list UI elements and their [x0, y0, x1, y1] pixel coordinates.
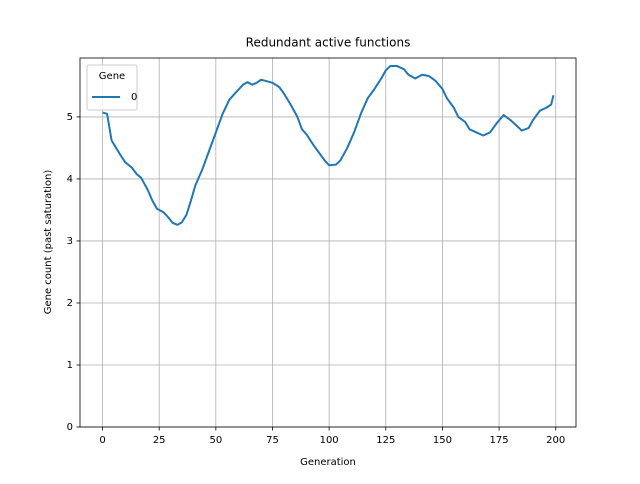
data-line — [102, 65, 555, 226]
legend-label: 0 — [131, 92, 137, 103]
legend-box — [86, 64, 138, 111]
y-axis-label: Gene count (past saturation) — [43, 170, 54, 315]
y-tick-label: 4 — [67, 174, 73, 185]
x-axis-label: Generation — [300, 457, 356, 468]
x-tick-label: 0 — [99, 435, 105, 446]
y-tick-label: 5 — [67, 112, 73, 123]
legend: Gene 0 — [86, 64, 138, 111]
chart-title: Redundant active functions — [246, 36, 411, 50]
x-tick-label: 100 — [320, 435, 339, 446]
y-tick-label: 1 — [67, 360, 73, 371]
plot-frame — [79, 57, 577, 428]
x-tick-label: 25 — [153, 435, 166, 446]
x-tick-label: 200 — [546, 435, 565, 446]
legend-title: Gene — [99, 71, 125, 82]
x-tick-label: 75 — [266, 435, 279, 446]
y-tick-label: 3 — [67, 236, 73, 247]
x-tick-label: 175 — [490, 435, 509, 446]
y-tick-label: 2 — [67, 298, 73, 309]
x-tick-label: 150 — [433, 435, 452, 446]
x-tick-label: 125 — [376, 435, 395, 446]
x-tick-label: 50 — [209, 435, 222, 446]
y-tick-label: 0 — [67, 422, 73, 433]
